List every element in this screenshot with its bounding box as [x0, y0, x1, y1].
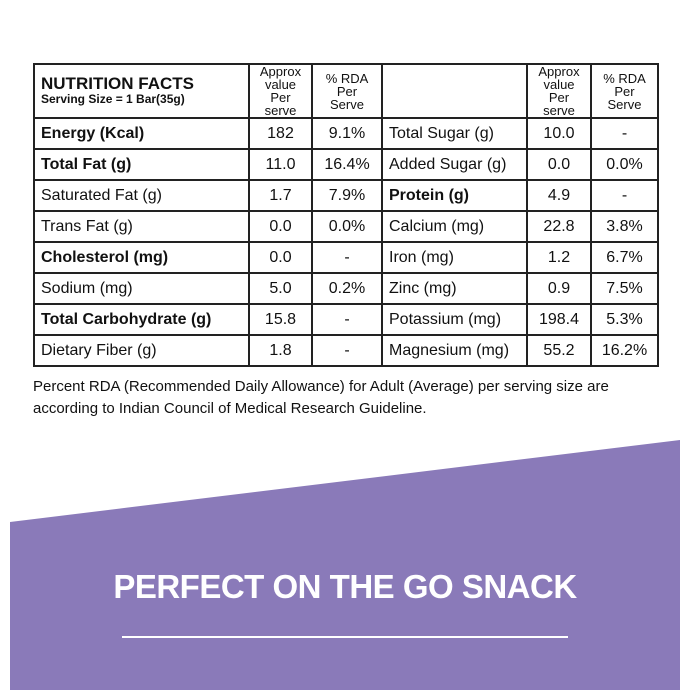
- table-cell: -: [311, 241, 383, 274]
- table-cell: Magnesium (mg): [381, 334, 528, 367]
- table-cell: Energy (Kcal): [33, 117, 250, 150]
- table-row: Trans Fat (g) 0.0 0.0% Calcium (mg) 22.8 3.8%: [33, 210, 659, 243]
- banner-text: PERFECT ON THE GO SNACK: [113, 568, 577, 605]
- table-cell: 198.4: [526, 303, 592, 336]
- table-cell: Total Fat (g): [33, 148, 250, 181]
- table-cell: 10.0: [526, 117, 592, 150]
- header-row: NUTRITION FACTS Serving Size = 1 Bar(35g)…: [33, 63, 659, 119]
- table-cell: 182: [248, 117, 313, 150]
- table-cell: 0.0: [526, 148, 592, 181]
- table-cell: Potassium (mg): [381, 303, 528, 336]
- column-header: Approx value Per serve: [248, 63, 313, 119]
- table-cell: 16.4%: [311, 148, 383, 181]
- table-cell: 3.8%: [590, 210, 659, 243]
- table-cell: -: [590, 117, 659, 150]
- table-cell: Total Sugar (g): [381, 117, 528, 150]
- table-cell: Calcium (mg): [381, 210, 528, 243]
- table-row: Total Carbohydrate (g) 15.8- Potassium (mg…: [33, 303, 659, 336]
- table-cell: 0.2%: [311, 272, 383, 305]
- table-row: Total Fat (g) 11.0 16.4% Added Sugar (g) 0.0…: [33, 148, 659, 181]
- table-cell: Saturated Fat (g): [33, 179, 250, 212]
- table-cell: -: [311, 334, 383, 367]
- table-cell: Iron (mg): [381, 241, 528, 274]
- table-cell: -: [311, 303, 383, 336]
- table-cell: 55.2: [526, 334, 592, 367]
- table-cell: Dietary Fiber (g): [33, 334, 250, 367]
- header-cell: NUTRITION FACTS Serving Size = 1 Bar(35g): [33, 63, 250, 119]
- table-row: Cholesterol (mg) 0.0- Iron (mg) 1.2 6.7%: [33, 241, 659, 274]
- table-row: Sodium (mg) 5.0 0.2% Zinc (mg) 0.9 7.5%: [33, 272, 659, 305]
- table-cell: Zinc (mg): [381, 272, 528, 305]
- table-cell: Cholesterol (mg): [33, 241, 250, 274]
- table-cell: 9.1%: [311, 117, 383, 150]
- column-header: % RDA Per Serve: [590, 63, 659, 119]
- table-cell: 1.2: [526, 241, 592, 274]
- purple-band: [10, 440, 680, 690]
- header-cell: [381, 63, 528, 119]
- table-cell: 5.0: [248, 272, 313, 305]
- serving-size: Serving Size = 1 Bar(35g): [41, 91, 185, 106]
- footnote: Percent RDA (Recommended Daily Allowance…: [33, 378, 609, 417]
- table-row: Saturated Fat (g) 1.7 7.9% Protein (g) 4.9-: [33, 179, 659, 212]
- table-cell: 0.0: [248, 210, 313, 243]
- table-cell: Sodium (mg): [33, 272, 250, 305]
- table-cell: 11.0: [248, 148, 313, 181]
- table-row: Energy (Kcal) 182 9.1% Total Sugar (g) 10.0-: [33, 117, 659, 150]
- table-cell: Trans Fat (g): [33, 210, 250, 243]
- table-cell: 6.7%: [590, 241, 659, 274]
- table-cell: 1.8: [248, 334, 313, 367]
- table-cell: 0.0%: [590, 148, 659, 181]
- table-cell: 7.5%: [590, 272, 659, 305]
- table-cell: Protein (g): [381, 179, 528, 212]
- table-cell: -: [590, 179, 659, 212]
- table-row: Dietary Fiber (g) 1.8- Magnesium (mg) 55.2 1…: [33, 334, 659, 367]
- table-cell: Total Carbohydrate (g): [33, 303, 250, 336]
- table-cell: 16.2%: [590, 334, 659, 367]
- table-cell: 0.0%: [311, 210, 383, 243]
- table-cell: 0.0: [248, 241, 313, 274]
- table-cell: 22.8: [526, 210, 592, 243]
- table-cell: Added Sugar (g): [381, 148, 528, 181]
- column-header: % RDA Per Serve: [311, 63, 383, 119]
- table-cell: 1.7: [248, 179, 313, 212]
- column-header: Approx value Per serve: [526, 63, 592, 119]
- table-cell: 4.9: [526, 179, 592, 212]
- table-cell: 7.9%: [311, 179, 383, 212]
- table-cell: 15.8: [248, 303, 313, 336]
- table-cell: 0.9: [526, 272, 592, 305]
- table-cell: 5.3%: [590, 303, 659, 336]
- title: NUTRITION FACTS: [41, 73, 194, 93]
- nutrition-table: NUTRITION FACTS Serving Size = 1 Bar(35g)…: [33, 63, 659, 367]
